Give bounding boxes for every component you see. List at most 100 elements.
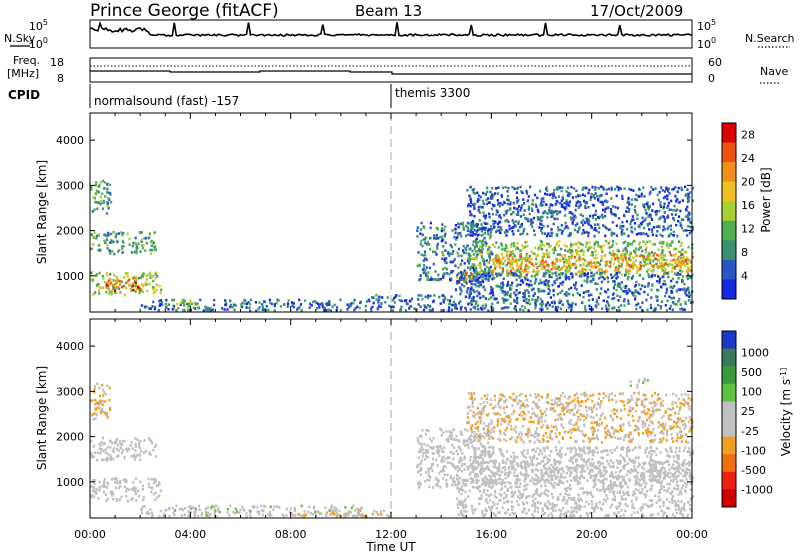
data-cell bbox=[585, 280, 589, 284]
data-cell bbox=[460, 470, 464, 473]
data-cell bbox=[131, 244, 134, 248]
data-cell bbox=[408, 307, 411, 310]
data-cell bbox=[599, 263, 602, 266]
data-cell bbox=[106, 384, 109, 388]
data-cell bbox=[604, 214, 607, 218]
data-cell bbox=[296, 308, 299, 311]
data-cell bbox=[646, 254, 649, 257]
data-cell bbox=[174, 509, 177, 512]
data-cell bbox=[608, 304, 611, 307]
data-cell bbox=[470, 297, 473, 300]
data-cell bbox=[643, 290, 646, 294]
data-cell bbox=[519, 308, 522, 311]
data-cell bbox=[587, 222, 590, 225]
data-cell bbox=[530, 274, 533, 278]
data-cell bbox=[533, 229, 536, 232]
data-cell bbox=[575, 464, 579, 467]
data-cell bbox=[609, 228, 612, 231]
data-cell bbox=[547, 232, 550, 235]
data-cell bbox=[449, 450, 453, 454]
data-cell bbox=[601, 456, 605, 460]
data-cell bbox=[595, 194, 599, 198]
data-cell bbox=[522, 229, 525, 233]
data-cell bbox=[569, 216, 572, 220]
data-cell bbox=[479, 472, 482, 476]
data-cell bbox=[206, 306, 209, 310]
data-cell bbox=[527, 195, 530, 198]
data-cell bbox=[657, 472, 660, 476]
data-cell bbox=[441, 467, 444, 470]
data-cell bbox=[592, 195, 595, 199]
data-cell bbox=[564, 249, 567, 252]
data-cell bbox=[112, 457, 115, 461]
data-cell bbox=[642, 254, 645, 258]
data-cell bbox=[391, 309, 394, 312]
data-cell bbox=[595, 474, 598, 478]
data-cell bbox=[600, 268, 604, 272]
data-cell bbox=[507, 261, 510, 265]
data-cell bbox=[469, 185, 472, 189]
data-cell bbox=[581, 448, 584, 452]
data-cell bbox=[533, 274, 536, 278]
data-cell bbox=[606, 309, 609, 313]
data-cell bbox=[531, 476, 534, 480]
data-cell bbox=[485, 432, 488, 436]
data-cell bbox=[469, 477, 472, 480]
data-cell bbox=[487, 228, 490, 232]
data-cell bbox=[470, 224, 473, 228]
data-cell bbox=[152, 241, 155, 245]
data-cell bbox=[474, 305, 477, 309]
data-cell bbox=[553, 246, 556, 250]
data-cell bbox=[612, 306, 616, 309]
data-cell bbox=[668, 295, 671, 298]
data-cell bbox=[513, 254, 517, 258]
data-cell bbox=[545, 242, 549, 245]
data-cell bbox=[660, 461, 663, 464]
data-cell bbox=[560, 232, 563, 235]
data-cell bbox=[624, 240, 627, 244]
data-cell bbox=[94, 200, 97, 204]
data-cell bbox=[112, 283, 115, 287]
data-cell bbox=[491, 270, 495, 273]
data-cell bbox=[665, 291, 668, 295]
data-cell bbox=[544, 252, 547, 256]
data-cell bbox=[515, 248, 518, 251]
data-cell bbox=[663, 473, 667, 477]
data-cell bbox=[550, 476, 553, 480]
data-cell bbox=[577, 453, 580, 456]
data-cell bbox=[190, 302, 193, 306]
data-cell bbox=[567, 194, 570, 198]
data-cell bbox=[427, 271, 430, 274]
data-cell bbox=[652, 466, 655, 470]
data-cell bbox=[567, 468, 570, 472]
data-cell bbox=[545, 203, 548, 206]
data-cell bbox=[644, 263, 647, 266]
data-cell bbox=[247, 301, 250, 304]
data-cell bbox=[537, 296, 540, 299]
data-cell bbox=[470, 303, 473, 306]
data-cell bbox=[607, 462, 610, 466]
data-cell bbox=[613, 296, 616, 300]
data-cell bbox=[467, 468, 470, 471]
data-cell bbox=[554, 446, 557, 449]
data-cell bbox=[149, 508, 152, 511]
data-cell bbox=[369, 307, 373, 311]
data-cell bbox=[121, 451, 124, 455]
data-cell bbox=[582, 458, 586, 461]
data-cell bbox=[479, 442, 483, 446]
data-cell bbox=[677, 288, 680, 291]
data-cell bbox=[116, 481, 119, 485]
data-cell bbox=[556, 258, 559, 262]
data-cell bbox=[519, 209, 522, 212]
data-cell bbox=[687, 273, 690, 276]
data-cell bbox=[480, 234, 483, 237]
data-cell bbox=[432, 262, 435, 266]
data-cell bbox=[673, 459, 676, 463]
data-cell bbox=[657, 474, 660, 478]
data-cell bbox=[507, 186, 510, 190]
data-cell bbox=[262, 509, 265, 513]
data-cell bbox=[543, 232, 546, 235]
data-cell bbox=[350, 302, 353, 305]
data-cell bbox=[655, 257, 658, 261]
data-cell bbox=[506, 290, 509, 294]
